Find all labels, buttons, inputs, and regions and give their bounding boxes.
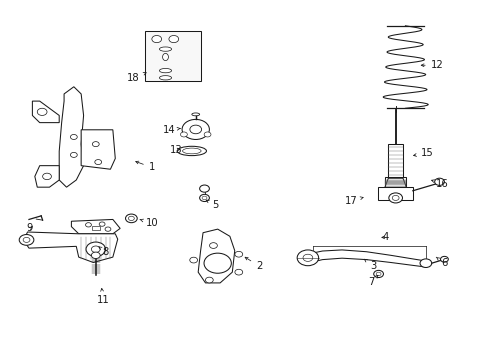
Circle shape [168, 36, 178, 42]
Circle shape [297, 250, 318, 266]
Circle shape [434, 178, 444, 185]
Circle shape [189, 125, 201, 134]
Circle shape [37, 108, 47, 116]
Ellipse shape [159, 76, 171, 80]
Bar [144, 31, 200, 81]
Bar [384, 177, 406, 187]
Polygon shape [384, 178, 406, 187]
Text: 12: 12 [420, 60, 443, 70]
Circle shape [180, 132, 187, 137]
Circle shape [391, 195, 398, 201]
Text: 3: 3 [364, 259, 376, 271]
Circle shape [373, 270, 383, 278]
Circle shape [189, 257, 197, 263]
Circle shape [209, 243, 217, 248]
Ellipse shape [159, 68, 171, 73]
Bar [92, 226, 100, 230]
Circle shape [182, 120, 209, 139]
Circle shape [91, 246, 100, 252]
Circle shape [92, 141, 99, 147]
Circle shape [125, 214, 137, 223]
Bar [387, 144, 402, 178]
Text: 14: 14 [163, 125, 181, 135]
Text: 2: 2 [244, 257, 262, 271]
Text: 6: 6 [435, 257, 447, 268]
Circle shape [303, 254, 312, 261]
Text: 1: 1 [136, 161, 155, 172]
Circle shape [203, 132, 210, 137]
Text: 13: 13 [169, 144, 182, 154]
Text: 7: 7 [367, 275, 377, 287]
Circle shape [70, 134, 77, 139]
Polygon shape [310, 250, 423, 267]
Text: 4: 4 [381, 232, 388, 242]
Circle shape [199, 194, 209, 202]
Circle shape [105, 227, 111, 231]
Circle shape [202, 196, 206, 200]
Circle shape [70, 152, 77, 157]
Circle shape [95, 159, 102, 165]
Text: 9: 9 [27, 224, 33, 233]
Ellipse shape [159, 47, 171, 51]
Text: 15: 15 [413, 148, 433, 158]
Circle shape [203, 253, 231, 273]
Circle shape [419, 259, 431, 267]
Circle shape [199, 185, 209, 192]
Circle shape [91, 252, 100, 258]
Text: 11: 11 [97, 288, 109, 305]
Polygon shape [198, 229, 234, 283]
Text: 18: 18 [127, 72, 146, 83]
Circle shape [86, 242, 105, 256]
Ellipse shape [182, 148, 201, 154]
Circle shape [99, 222, 105, 226]
Ellipse shape [177, 146, 206, 156]
Circle shape [128, 216, 134, 221]
Circle shape [85, 223, 91, 227]
Polygon shape [35, 166, 59, 187]
Circle shape [42, 173, 51, 180]
Circle shape [375, 272, 380, 276]
Polygon shape [24, 232, 118, 262]
Circle shape [152, 36, 161, 42]
Polygon shape [71, 220, 120, 234]
Circle shape [440, 256, 447, 262]
Circle shape [19, 234, 34, 245]
Polygon shape [59, 87, 83, 187]
Circle shape [23, 237, 30, 242]
Text: 10: 10 [140, 218, 158, 228]
Circle shape [205, 277, 213, 283]
Text: 8: 8 [99, 247, 108, 257]
Circle shape [388, 193, 402, 203]
Polygon shape [32, 101, 59, 123]
Text: 16: 16 [431, 179, 447, 189]
Text: 5: 5 [206, 200, 218, 210]
Polygon shape [81, 130, 115, 169]
Ellipse shape [162, 53, 168, 60]
Text: 17: 17 [344, 196, 363, 206]
Circle shape [234, 269, 242, 275]
Bar [378, 187, 412, 200]
Circle shape [234, 251, 242, 257]
Ellipse shape [191, 113, 199, 116]
